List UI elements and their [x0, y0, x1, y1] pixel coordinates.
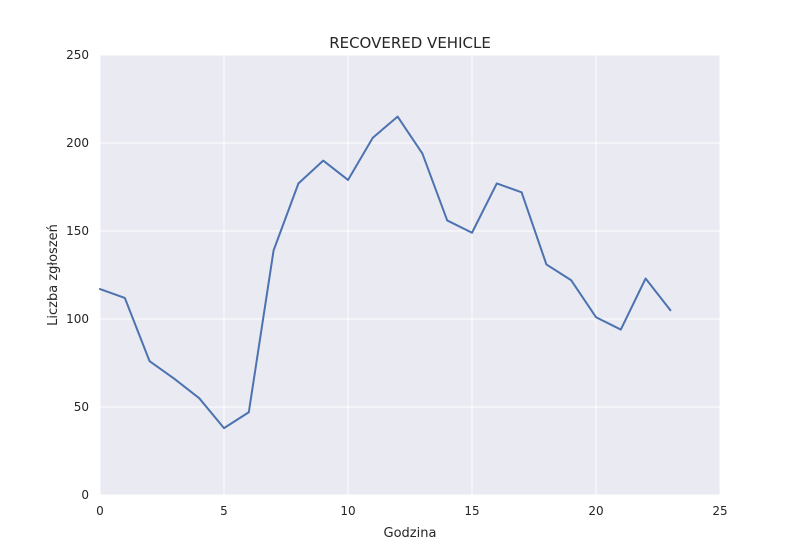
x-tick-label: 5 — [220, 504, 228, 518]
y-axis-label: Liczba zgłoszeń — [46, 224, 61, 326]
y-tick-label: 250 — [66, 48, 89, 62]
series-layer — [99, 115, 672, 430]
x-tick-label: 0 — [96, 504, 104, 518]
grid-lines — [99, 54, 721, 496]
y-tick-label: 200 — [66, 136, 89, 150]
x-tick-labels: 0 5 10 15 20 25 — [96, 504, 727, 518]
x-axis-label: Godzina — [384, 526, 437, 541]
x-tick-label: 25 — [712, 504, 727, 518]
series-line — [99, 115, 672, 430]
x-tick-label: 20 — [588, 504, 603, 518]
y-tick-label: 0 — [81, 488, 89, 502]
plot-background — [100, 55, 720, 495]
y-tick-labels: 0 50 100 150 200 250 — [66, 48, 89, 502]
chart-title: RECOVERED VEHICLE — [329, 34, 491, 52]
y-tick-label: 150 — [66, 224, 89, 238]
y-tick-label: 100 — [66, 312, 89, 326]
x-tick-label: 10 — [340, 504, 355, 518]
x-tick-label: 15 — [464, 504, 479, 518]
y-tick-label: 50 — [74, 400, 89, 414]
